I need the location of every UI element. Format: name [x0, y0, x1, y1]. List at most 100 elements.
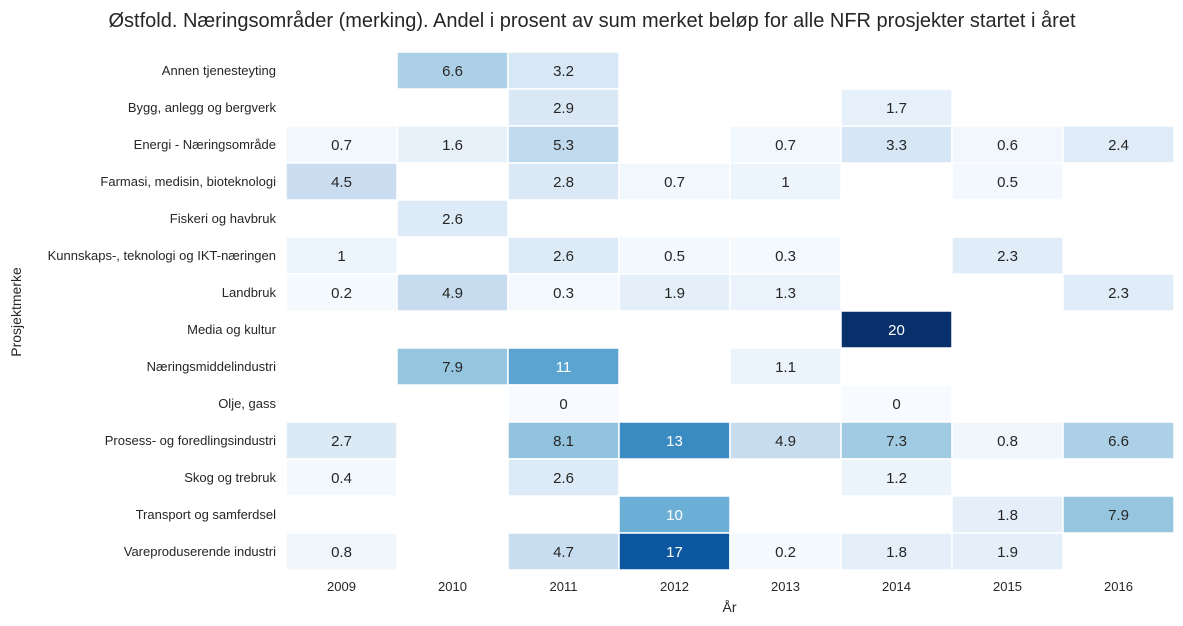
heatmap-cell — [618, 421, 731, 460]
x-tick-label: 2013 — [771, 579, 800, 594]
cell-value-label: 8.1 — [553, 433, 574, 450]
cell-value-label: 0.6 — [997, 137, 1018, 154]
heatmap-cell — [285, 273, 398, 312]
heatmap-cell — [840, 310, 953, 349]
cell-value-label: 6.6 — [442, 63, 463, 80]
heatmap-cell — [951, 495, 1064, 534]
cell-value-label: 1.9 — [664, 285, 685, 302]
heatmap-cell — [507, 384, 620, 423]
cell-value-label: 7.3 — [886, 433, 907, 450]
x-tick-label: 2010 — [438, 579, 467, 594]
heatmap-cell — [285, 162, 398, 201]
heatmap-cell — [729, 236, 842, 275]
cell-value-label: 2.3 — [1108, 285, 1129, 302]
cell-value-label: 1.8 — [886, 544, 907, 561]
cell-value-label: 2.9 — [553, 100, 574, 117]
cell-value-label: 1.8 — [997, 507, 1018, 524]
cell-value-label: 20 — [888, 322, 905, 339]
y-tick-label: Annen tjenesteyting — [162, 63, 276, 78]
cell-value-label: 1 — [337, 248, 345, 265]
cell-value-label: 1.9 — [997, 544, 1018, 561]
y-tick-label: Skog og trebruk — [184, 470, 276, 485]
heatmap-cell — [396, 51, 509, 90]
x-tick-label: 2012 — [660, 579, 689, 594]
heatmap-cell — [507, 347, 620, 386]
cell-value-label: 0.2 — [331, 285, 352, 302]
heatmap-cell — [1062, 495, 1175, 534]
y-tick-label: Bygg, anlegg og bergverk — [128, 100, 277, 115]
y-tick-label: Transport og samferdsel — [136, 507, 277, 522]
cell-value-label: 5.3 — [553, 137, 574, 154]
heatmap-cell — [951, 421, 1064, 460]
y-tick-label: Landbruk — [222, 285, 277, 300]
heatmap-cell — [1062, 273, 1175, 312]
heatmap-cell — [729, 532, 842, 571]
cell-value-label: 0.7 — [775, 137, 796, 154]
cell-value-label: 4.7 — [553, 544, 574, 561]
heatmap-cell — [507, 236, 620, 275]
cell-value-label: 10 — [666, 507, 683, 524]
heatmap-cell — [507, 532, 620, 571]
heatmap-cell — [951, 532, 1064, 571]
heatmap-cell — [618, 162, 731, 201]
cell-value-label: 0.2 — [775, 544, 796, 561]
cell-value-label: 0.7 — [664, 174, 685, 191]
cell-value-label: 3.2 — [553, 63, 574, 80]
cell-value-label: 4.9 — [775, 433, 796, 450]
cell-value-label: 3.3 — [886, 137, 907, 154]
heatmap-cell — [951, 162, 1064, 201]
cell-value-label: 1.3 — [775, 285, 796, 302]
heatmap-cell — [951, 236, 1064, 275]
cell-value-label: 2.6 — [553, 248, 574, 265]
heatmap-cell — [1062, 125, 1175, 164]
y-tick-label: Media og kultur — [187, 322, 277, 337]
heatmap-cell — [507, 273, 620, 312]
y-tick-labels: Annen tjenesteyting Bygg, anlegg og bergv… — [48, 63, 277, 559]
cell-value-label: 0 — [559, 396, 567, 413]
heatmap-cell — [618, 236, 731, 275]
cell-value-label: 0.5 — [664, 248, 685, 265]
cell-value-label: 1 — [781, 174, 789, 191]
heatmap-cell — [729, 273, 842, 312]
heatmap-cell — [396, 199, 509, 238]
x-tick-label: 2009 — [327, 579, 356, 594]
cell-value-label: 0.7 — [331, 137, 352, 154]
x-tick-label: 2011 — [550, 579, 578, 594]
y-tick-label: Farmasi, medisin, bioteknologi — [100, 174, 276, 189]
x-axis-title: År — [723, 599, 737, 615]
cell-value-label: 4.9 — [442, 285, 463, 302]
cell-value-label: 2.4 — [1108, 137, 1129, 154]
cell-value-label: 13 — [666, 433, 683, 450]
cell-value-label: 2.6 — [442, 211, 463, 228]
heatmap-cell — [840, 458, 953, 497]
heatmap-cell — [1062, 421, 1175, 460]
heatmap-cell — [285, 532, 398, 571]
heatmap-cell — [729, 347, 842, 386]
cell-value-label: 11 — [556, 359, 572, 376]
heatmap-cell — [507, 51, 620, 90]
heatmap-cell — [840, 88, 953, 127]
heatmap-cells: 6.6 3.2 2.9 1.7 0.7 1.6 5.3 0.7 3.3 0.6 2.4 4.5 2.8 0… — [285, 51, 1175, 571]
heatmap-cell — [729, 421, 842, 460]
cell-value-label: 0.3 — [553, 285, 574, 302]
cell-value-label: 0.4 — [331, 470, 352, 487]
y-tick-label: Vareproduserende industri — [124, 544, 276, 559]
heatmap-cell — [507, 421, 620, 460]
heatmap-cell — [618, 532, 731, 571]
heatmap-cell — [618, 495, 731, 534]
cell-value-label: 2.6 — [553, 470, 574, 487]
x-tick-label: 2015 — [993, 579, 1022, 594]
cell-value-label: 0.8 — [331, 544, 352, 561]
cell-value-label: 0.3 — [775, 248, 796, 265]
heatmap-cell — [396, 125, 509, 164]
cell-value-label: 1.2 — [886, 470, 907, 487]
x-tick-label: 2016 — [1104, 579, 1133, 594]
cell-value-label: 4.5 — [331, 174, 352, 191]
chart-title: Østfold. Næringsområder (merking). Andel… — [108, 10, 1075, 32]
cell-value-label: 1.7 — [886, 100, 907, 117]
cell-value-label: 6.6 — [1108, 433, 1129, 450]
heatmap-cell — [507, 162, 620, 201]
y-tick-label: Energi - Næringsområde — [134, 137, 276, 152]
x-tick-labels: 2009 2010 2011 2012 2013 2014 2015 2016 — [327, 579, 1133, 594]
